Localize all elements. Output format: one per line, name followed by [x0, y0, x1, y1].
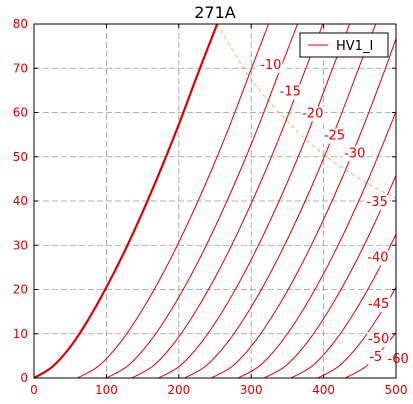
plate-curve	[211, 38, 396, 378]
plate-curve	[158, 24, 351, 378]
x-tick-label: 100	[95, 383, 118, 397]
chart-title: 271A	[194, 3, 236, 22]
x-tick-label: 400	[312, 383, 335, 397]
plate-curve	[237, 110, 396, 378]
x-tick-label: 300	[240, 383, 263, 397]
plate-curves	[34, 24, 396, 378]
curve-label-bg	[366, 250, 390, 266]
curve-label: -30	[343, 146, 367, 162]
axis-ticks: 0 100 200 300 400 500 0 10 20 30 40 50 60 70 80	[13, 17, 408, 397]
y-tick-label: 60	[13, 106, 28, 120]
curve-label: -10	[259, 57, 283, 73]
plate-curve	[77, 24, 270, 378]
curve-label-bg	[259, 57, 283, 73]
legend: HV1_I	[299, 32, 389, 58]
x-tick-label: 0	[30, 383, 38, 397]
y-tick-label: 40	[13, 194, 28, 208]
curve-label-bg	[367, 332, 391, 348]
curve-label-text: -20	[302, 107, 323, 122]
plate-curve-zero-grid	[34, 24, 219, 378]
curve-label: -20	[301, 106, 325, 122]
curve-label: -15	[278, 84, 302, 100]
curve-label-text: -10	[260, 58, 281, 73]
curve-labels: -10 -15-20-25 -30 -35 -40 -45 -50 -5 -60	[259, 57, 410, 368]
curve-label-text: -5	[369, 350, 382, 365]
y-tick-label: 10	[13, 327, 28, 341]
curve-label-text: -60	[388, 352, 409, 367]
curve-label-bg	[386, 352, 410, 368]
curve-label-text: -45	[368, 297, 389, 312]
y-tick-label: 80	[13, 17, 28, 31]
curve-label-text: -50	[368, 332, 389, 347]
plate-curve	[290, 233, 396, 378]
x-tick-label: 200	[167, 383, 190, 397]
curve-label: -25	[322, 128, 347, 144]
y-tick-label: 0	[20, 371, 28, 385]
plate-curve	[263, 174, 396, 378]
curve-label: -35	[365, 195, 389, 210]
y-tick-label: 20	[13, 283, 28, 297]
y-tick-label: 50	[13, 150, 28, 164]
curve-label-text: -40	[367, 250, 388, 265]
plate-curve	[184, 24, 377, 378]
curve-label-text: -25	[324, 129, 345, 144]
curve-label: -5	[368, 349, 384, 365]
plate-curve	[106, 24, 299, 378]
curve-label-bg	[322, 128, 347, 144]
curve-label: -45	[367, 296, 391, 312]
y-tick-label: 30	[13, 238, 28, 252]
grid	[34, 24, 396, 378]
curve-label-text: -15	[280, 84, 301, 99]
curve-label: -50	[367, 332, 391, 348]
curve-label: -60	[386, 352, 410, 368]
curve-label-bg	[365, 195, 389, 210]
curve-label-bg	[278, 84, 302, 100]
x-tick-label: 500	[385, 383, 408, 397]
power-limit-curve	[216, 24, 396, 200]
curve-label-bg	[343, 146, 367, 162]
curve-label-bg	[368, 349, 384, 365]
curve-label-text: -30	[344, 146, 365, 161]
curve-label-text: -35	[367, 195, 388, 210]
legend-label: HV1_I	[336, 39, 373, 54]
curve-label-bg	[301, 106, 325, 122]
y-tick-label: 70	[13, 61, 28, 75]
curve-label-bg	[367, 296, 391, 312]
curve-label: -40	[366, 250, 390, 266]
